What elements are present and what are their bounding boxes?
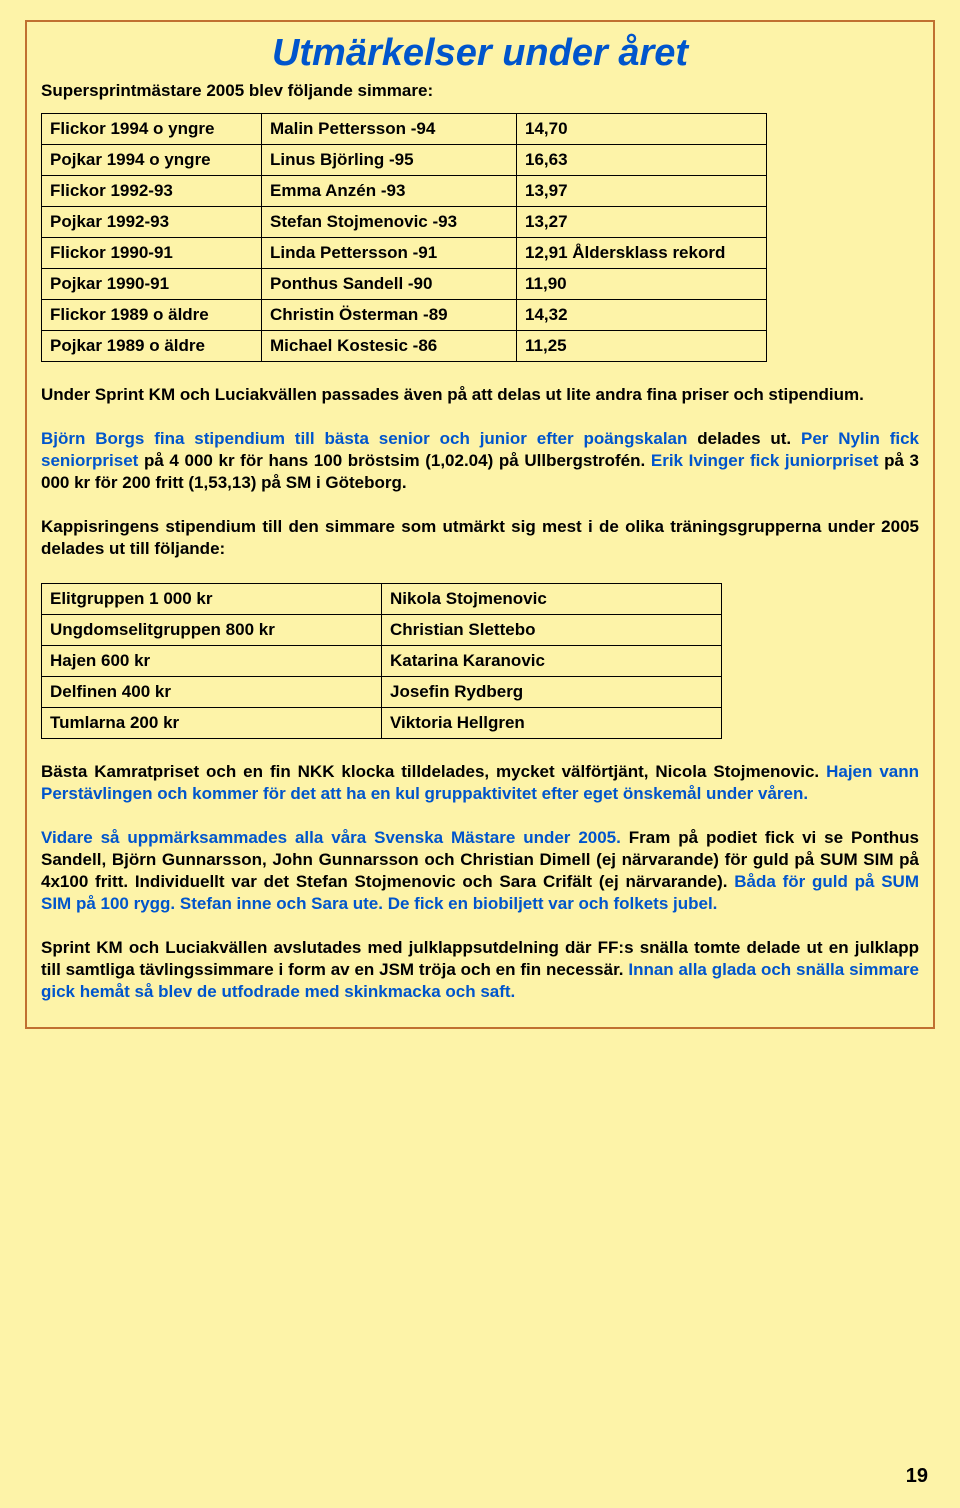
table-cell: Christin Österman -89 [262, 300, 517, 331]
table-cell: 13,97 [517, 176, 767, 207]
svenska-mastare-highlight: Vidare så uppmärksammades alla våra Sven… [41, 828, 621, 847]
table-cell: Stefan Stojmenovic -93 [262, 207, 517, 238]
table-cell: Katarina Karanovic [382, 645, 722, 676]
table-cell: Viktoria Hellgren [382, 707, 722, 738]
table-cell: 11,25 [517, 331, 767, 362]
table-cell: Flickor 1989 o äldre [42, 300, 262, 331]
table-row: Hajen 600 krKatarina Karanovic [42, 645, 722, 676]
page-title: Utmärkelser under året [41, 32, 919, 75]
text: Bästa Kamratpriset och en fin NKK klocka… [41, 762, 826, 781]
table-cell: Nikola Stojmenovic [382, 583, 722, 614]
paragraph-2: Björn Borgs fina stipendium till bästa s… [41, 428, 919, 494]
table-cell: Hajen 600 kr [42, 645, 382, 676]
table-cell: Delfinen 400 kr [42, 676, 382, 707]
table-cell: 14,70 [517, 114, 767, 145]
table-cell: Pojkar 1989 o äldre [42, 331, 262, 362]
table-cell: 16,63 [517, 145, 767, 176]
table-row: Pojkar 1994 o yngreLinus Björling -9516,… [42, 145, 767, 176]
table-cell: Flickor 1990-91 [42, 238, 262, 269]
table-cell: Emma Anzén -93 [262, 176, 517, 207]
table-cell: Linda Pettersson -91 [262, 238, 517, 269]
table-row: Ungdomselitgruppen 800 krChristian Slett… [42, 614, 722, 645]
table-cell: Malin Pettersson -94 [262, 114, 517, 145]
stipend-erik-ivinger: Erik Ivinger fick juniorpriset [651, 451, 879, 470]
text: delades ut. [687, 429, 801, 448]
table-cell: Elitgruppen 1 000 kr [42, 583, 382, 614]
table-cell: 14,32 [517, 300, 767, 331]
table-cell: Pojkar 1992-93 [42, 207, 262, 238]
table-row: Pojkar 1989 o äldreMichael Kostesic -861… [42, 331, 767, 362]
table-cell: Flickor 1994 o yngre [42, 114, 262, 145]
table-cell: Ponthus Sandell -90 [262, 269, 517, 300]
paragraph-3: Kappisringens stipendium till den simmar… [41, 516, 919, 560]
table-cell: Linus Björling -95 [262, 145, 517, 176]
table-cell: 12,91 Åldersklass rekord [517, 238, 767, 269]
kappisringen-table: Elitgruppen 1 000 krNikola StojmenovicUn… [41, 583, 722, 739]
table-row: Flickor 1992-93Emma Anzén -9313,97 [42, 176, 767, 207]
table-cell: 11,90 [517, 269, 767, 300]
table-row: Flickor 1990-91Linda Pettersson -9112,91… [42, 238, 767, 269]
paragraph-6: Sprint KM och Luciakvällen avslutades me… [41, 937, 919, 1003]
table-row: Flickor 1994 o yngreMalin Pettersson -94… [42, 114, 767, 145]
table-cell: Josefin Rydberg [382, 676, 722, 707]
table-row: Pojkar 1990-91Ponthus Sandell -9011,90 [42, 269, 767, 300]
table-cell: Ungdomselitgruppen 800 kr [42, 614, 382, 645]
table-cell: 13,27 [517, 207, 767, 238]
table-cell: Pojkar 1990-91 [42, 269, 262, 300]
table-cell: Tumlarna 200 kr [42, 707, 382, 738]
paragraph-4: Bästa Kamratpriset och en fin NKK klocka… [41, 761, 919, 805]
table-row: Tumlarna 200 krViktoria Hellgren [42, 707, 722, 738]
page: Utmärkelser under året Supersprintmästar… [0, 0, 960, 1508]
table-cell: Flickor 1992-93 [42, 176, 262, 207]
stipend-bjorn-borg: Björn Borgs fina stipendium till bästa s… [41, 429, 687, 448]
page-number: 19 [906, 1465, 928, 1488]
table-row: Pojkar 1992-93Stefan Stojmenovic -9313,2… [42, 207, 767, 238]
table-row: Flickor 1989 o äldreChristin Österman -8… [42, 300, 767, 331]
text: på 4 000 kr för hans 100 bröstsim (1,02.… [138, 451, 651, 470]
table-cell: Christian Slettebo [382, 614, 722, 645]
supersprint-table: Flickor 1994 o yngreMalin Pettersson -94… [41, 113, 767, 362]
intro-text: Supersprintmästare 2005 blev följande si… [41, 81, 919, 101]
table-row: Elitgruppen 1 000 krNikola Stojmenovic [42, 583, 722, 614]
paragraph-1: Under Sprint KM och Luciakvällen passade… [41, 384, 919, 406]
paragraph-5: Vidare så uppmärksammades alla våra Sven… [41, 827, 919, 915]
content-frame: Utmärkelser under året Supersprintmästar… [25, 20, 935, 1029]
table-row: Delfinen 400 krJosefin Rydberg [42, 676, 722, 707]
table-cell: Michael Kostesic -86 [262, 331, 517, 362]
table-cell: Pojkar 1994 o yngre [42, 145, 262, 176]
